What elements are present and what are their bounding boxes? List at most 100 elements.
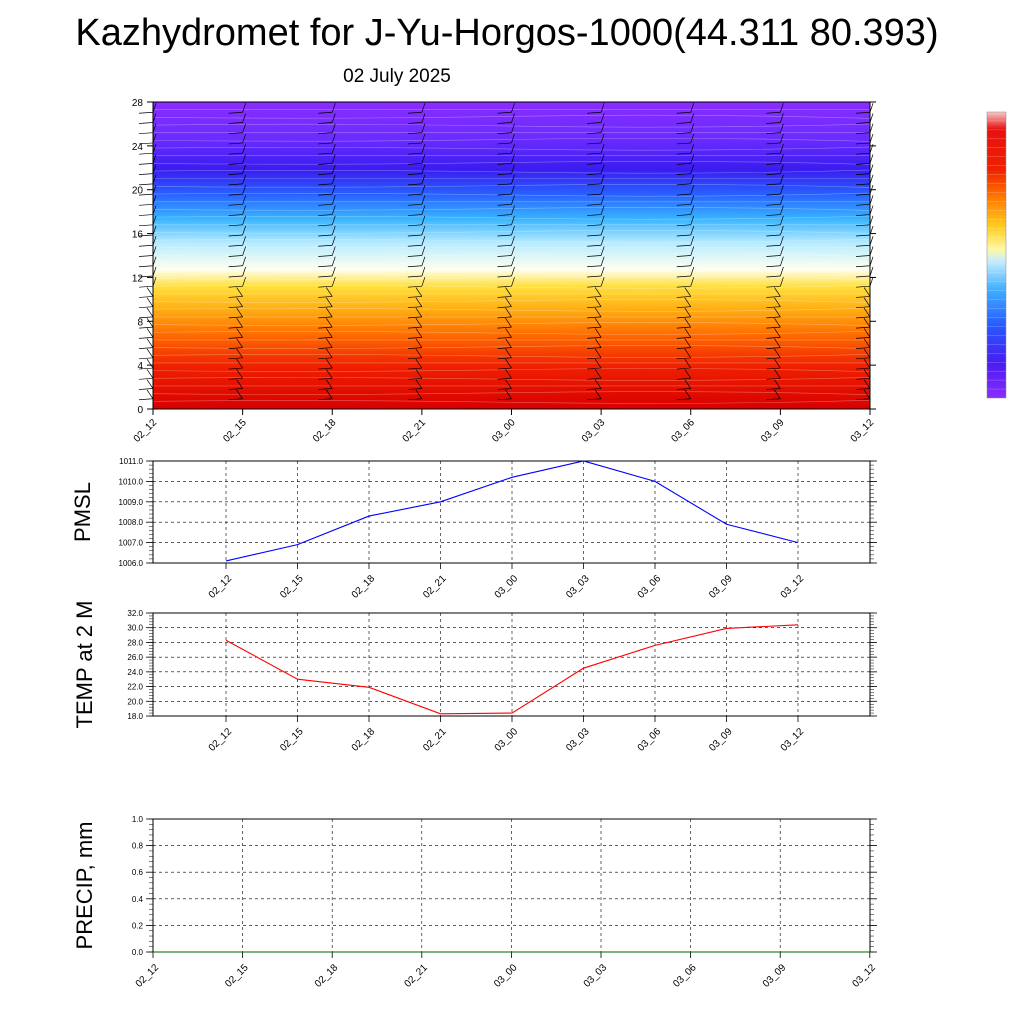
wind-barb bbox=[421, 225, 426, 236]
x-tick-label: 03_03 bbox=[582, 962, 610, 990]
wind-barb-flag bbox=[676, 132, 691, 135]
wind-barb-flag bbox=[138, 244, 154, 247]
wind-barb bbox=[780, 266, 784, 277]
wind-barb bbox=[236, 348, 243, 359]
wind-barb bbox=[690, 103, 695, 113]
wind-barb bbox=[594, 338, 602, 348]
wind-barb bbox=[600, 256, 605, 266]
contour-line bbox=[152, 253, 871, 257]
wind-barb bbox=[774, 328, 781, 338]
wind-barb bbox=[325, 307, 333, 318]
contour-line bbox=[152, 169, 871, 174]
wind-barb-flag bbox=[407, 193, 422, 196]
wind-barb-flag bbox=[587, 326, 602, 329]
wind-barb-flag bbox=[676, 244, 691, 247]
wind-barb bbox=[421, 174, 426, 184]
wind-barb bbox=[600, 236, 605, 246]
wind-barb bbox=[236, 338, 243, 348]
y-tick-label: 20 bbox=[132, 186, 144, 197]
wind-barb-flag bbox=[318, 377, 333, 380]
wind-barb-flag bbox=[766, 265, 781, 268]
wind-barb bbox=[421, 205, 426, 215]
wind-barb-flag bbox=[318, 306, 333, 309]
wind-barb bbox=[684, 297, 692, 307]
wind-barb bbox=[684, 287, 692, 297]
x-tick-label: 02_12 bbox=[134, 962, 162, 990]
y-tick-label: 24 bbox=[132, 142, 144, 153]
wind-barb bbox=[146, 358, 154, 369]
wind-barb bbox=[421, 103, 426, 113]
y-tick-label: 0.6 bbox=[132, 868, 144, 877]
wind-barb bbox=[511, 225, 515, 236]
wind-barb bbox=[863, 389, 871, 399]
wind-barb-flag bbox=[228, 367, 243, 370]
wind-barb bbox=[331, 215, 336, 225]
wind-barb bbox=[600, 154, 605, 164]
contour-line bbox=[152, 276, 871, 280]
wind-barb-flag bbox=[587, 377, 602, 380]
colorbar-levels bbox=[987, 120, 1006, 390]
y-tick-label: 22.0 bbox=[127, 683, 143, 692]
wind-barb-flag bbox=[407, 316, 422, 319]
wind-barb-flag bbox=[138, 173, 154, 175]
wind-barb-flag bbox=[407, 163, 422, 165]
wind-barb bbox=[594, 348, 602, 359]
wind-barb bbox=[146, 287, 154, 297]
wind-barb-flag bbox=[676, 224, 691, 227]
wind-barb-flag bbox=[407, 367, 422, 370]
wind-barb bbox=[146, 338, 154, 348]
wind-barb-flag bbox=[587, 367, 602, 370]
wind-barb bbox=[690, 123, 695, 133]
wind-barb-flag bbox=[676, 296, 691, 298]
wind-barb bbox=[600, 205, 605, 215]
wind-barb-flag bbox=[318, 316, 333, 319]
wind-barb-flag bbox=[497, 398, 512, 401]
wind-barb bbox=[594, 307, 602, 318]
contour-line bbox=[152, 299, 871, 303]
wind-barb-flag bbox=[497, 173, 512, 175]
y-tick-label: 20.0 bbox=[127, 697, 143, 706]
wind-barb-flag bbox=[138, 234, 154, 237]
cross-section-y-axis: 0 4 8 12 16 20 24 28 bbox=[132, 98, 876, 416]
wind-barb-flag bbox=[587, 203, 602, 206]
wind-barb bbox=[242, 154, 246, 164]
y-tick-label: 1006.0 bbox=[119, 559, 144, 568]
wind-barb bbox=[594, 297, 602, 307]
wind-barb-flag bbox=[587, 306, 602, 309]
wind-barb bbox=[325, 328, 333, 338]
wind-barb bbox=[780, 246, 784, 256]
wind-barb-flag bbox=[587, 132, 602, 135]
wind-barb-flag bbox=[138, 111, 154, 114]
wind-barb-flag bbox=[138, 193, 154, 196]
wind-barb bbox=[331, 225, 336, 236]
x-tick-label: 03_12 bbox=[779, 726, 807, 754]
wind-barb-flag bbox=[587, 285, 602, 288]
wind-barb-flag bbox=[228, 388, 243, 390]
wind-barb bbox=[331, 123, 336, 133]
wind-barb bbox=[421, 215, 426, 225]
wind-barb-flag bbox=[766, 183, 781, 186]
wind-barb-flag bbox=[318, 326, 333, 329]
wind-barb-flag bbox=[497, 347, 512, 349]
wind-barbs bbox=[138, 103, 874, 401]
wind-barb bbox=[421, 266, 426, 277]
wind-barb bbox=[780, 236, 784, 246]
wind-barb-flag bbox=[318, 183, 333, 186]
wind-barb-flag bbox=[855, 244, 871, 247]
wind-barb-flag bbox=[138, 316, 154, 319]
x-tick-label: 03_06 bbox=[671, 962, 699, 990]
wind-barb-flag bbox=[676, 193, 691, 196]
wind-barb-flag bbox=[407, 388, 422, 390]
wind-barb bbox=[242, 205, 246, 215]
wind-barb-flag bbox=[587, 296, 602, 298]
wind-barb-flag bbox=[676, 388, 691, 390]
x-tick-label: 03_03 bbox=[580, 417, 608, 445]
wind-barb-flag bbox=[766, 316, 781, 319]
wind-barb bbox=[415, 369, 423, 379]
wind-barb bbox=[690, 266, 695, 277]
wind-barb bbox=[331, 246, 336, 256]
wind-barb bbox=[600, 103, 605, 113]
wind-barb bbox=[421, 256, 426, 266]
wind-barb bbox=[684, 328, 692, 338]
wind-barb bbox=[415, 317, 423, 328]
